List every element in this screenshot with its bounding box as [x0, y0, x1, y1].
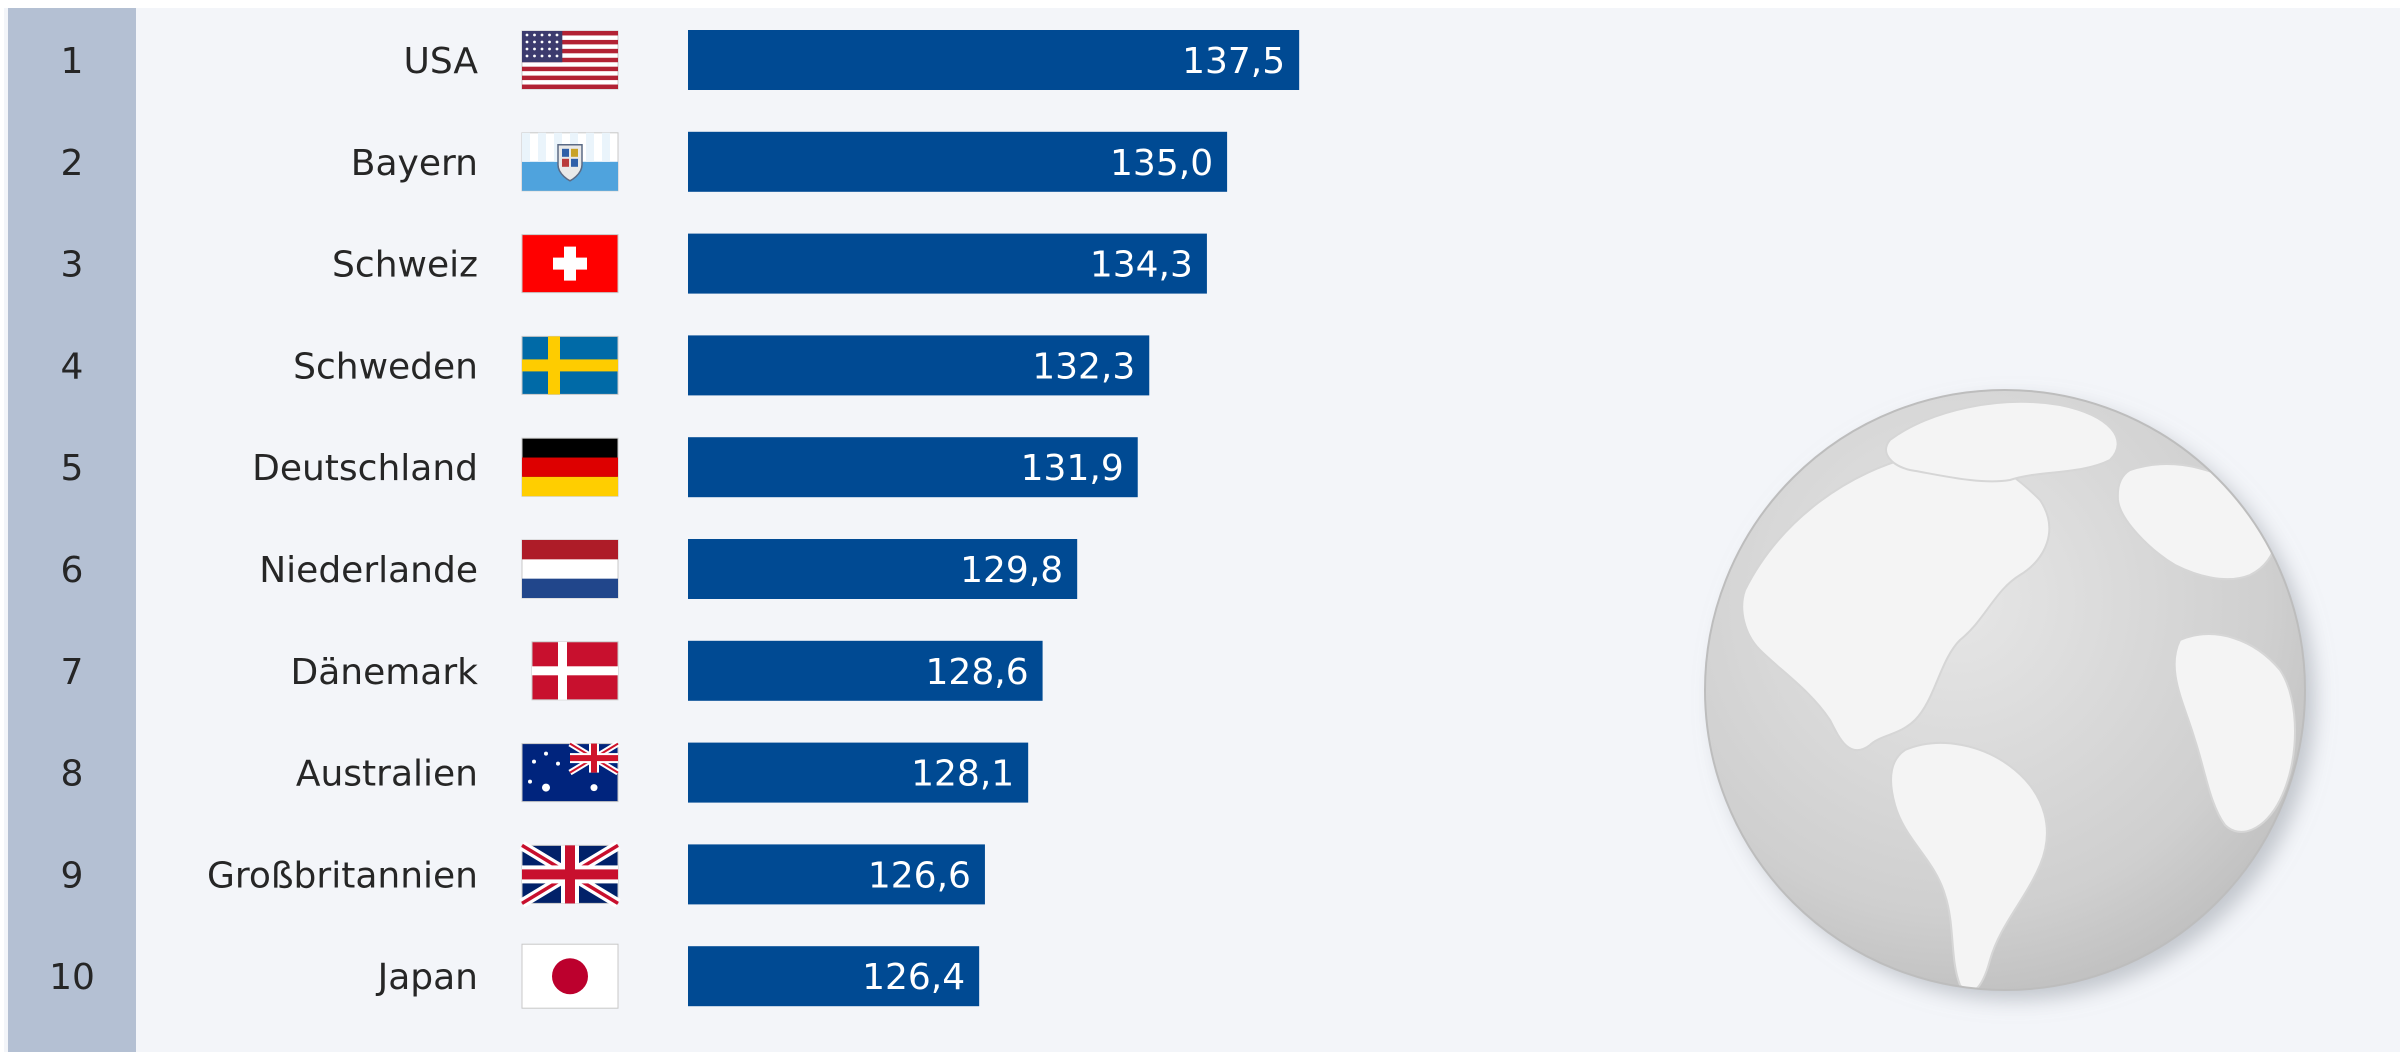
rank-label: 3 — [61, 245, 84, 286]
rank-label: 2 — [61, 143, 84, 184]
category-label: USA — [404, 41, 479, 82]
flag-uk-icon — [519, 841, 621, 908]
chart-row: 6 Niederlande 129,8 — [61, 539, 1078, 599]
bar — [688, 640, 1043, 701]
chart-row: 10 Japan 126,4 — [49, 943, 980, 1009]
value-label: 137,5 — [1182, 41, 1285, 82]
category-label: Niederlande — [259, 550, 478, 591]
bar — [688, 539, 1078, 599]
category-label: Bayern — [351, 143, 478, 184]
flag-usa-icon — [521, 30, 619, 90]
flag-japan-icon — [521, 943, 619, 1009]
rank-label: 1 — [61, 41, 84, 82]
chart-row: 1 USA 137,5 — [61, 30, 1300, 90]
bar — [688, 30, 1300, 90]
category-label: Großbritannien — [207, 855, 478, 896]
chart-row: 9 Großbritannien 126,6 — [61, 841, 985, 908]
rank-label: 9 — [61, 855, 84, 896]
rank-strip — [8, 8, 136, 1052]
flag-germany-icon — [521, 437, 619, 497]
category-label: Schweden — [293, 346, 478, 387]
value-label: 126,4 — [862, 957, 965, 998]
rank-label: 8 — [61, 754, 84, 795]
category-label: Dänemark — [290, 652, 478, 693]
bar — [688, 437, 1138, 498]
category-label: Schweiz — [332, 245, 478, 286]
flag-netherlands-icon — [521, 539, 619, 599]
value-label: 128,6 — [926, 652, 1029, 693]
chart-row: 8 Australien 128,1 — [61, 741, 1029, 803]
chart-row: 3 Schweiz 134,3 — [61, 233, 1207, 294]
bar — [688, 844, 985, 905]
value-label: 129,8 — [960, 550, 1063, 591]
category-label: Japan — [376, 957, 478, 998]
value-label: 126,6 — [868, 855, 971, 896]
value-label: 128,1 — [911, 754, 1014, 795]
value-label: 131,9 — [1021, 448, 1124, 489]
rank-label: 10 — [49, 957, 95, 998]
bar — [688, 233, 1207, 294]
chart-row: 7 Dänemark 128,6 — [61, 640, 1043, 701]
rank-label: 7 — [61, 652, 84, 693]
flag-sweden-icon — [521, 335, 619, 395]
category-label: Australien — [296, 754, 478, 795]
rank-label: 6 — [61, 550, 84, 591]
flag-australia-icon — [521, 741, 620, 803]
chart-row: 2 Bayern 135,0 — [61, 131, 1228, 192]
bar — [688, 131, 1228, 192]
flag-denmark-icon — [531, 641, 619, 701]
category-label: Deutschland — [252, 448, 478, 489]
bar — [688, 742, 1029, 803]
bar — [688, 946, 980, 1007]
flag-switzerland-icon — [521, 234, 619, 294]
globe-icon — [1704, 389, 2306, 991]
rank-label: 4 — [61, 346, 84, 387]
value-label: 132,3 — [1032, 346, 1135, 387]
chart-row: 4 Schweden 132,3 — [61, 335, 1150, 396]
value-label: 135,0 — [1110, 143, 1213, 184]
value-label: 134,3 — [1090, 245, 1193, 286]
rank-label: 5 — [61, 448, 84, 489]
chart-row: 5 Deutschland 131,9 — [61, 437, 1138, 498]
flag-bavaria-icon — [521, 132, 619, 192]
bar — [688, 335, 1150, 396]
